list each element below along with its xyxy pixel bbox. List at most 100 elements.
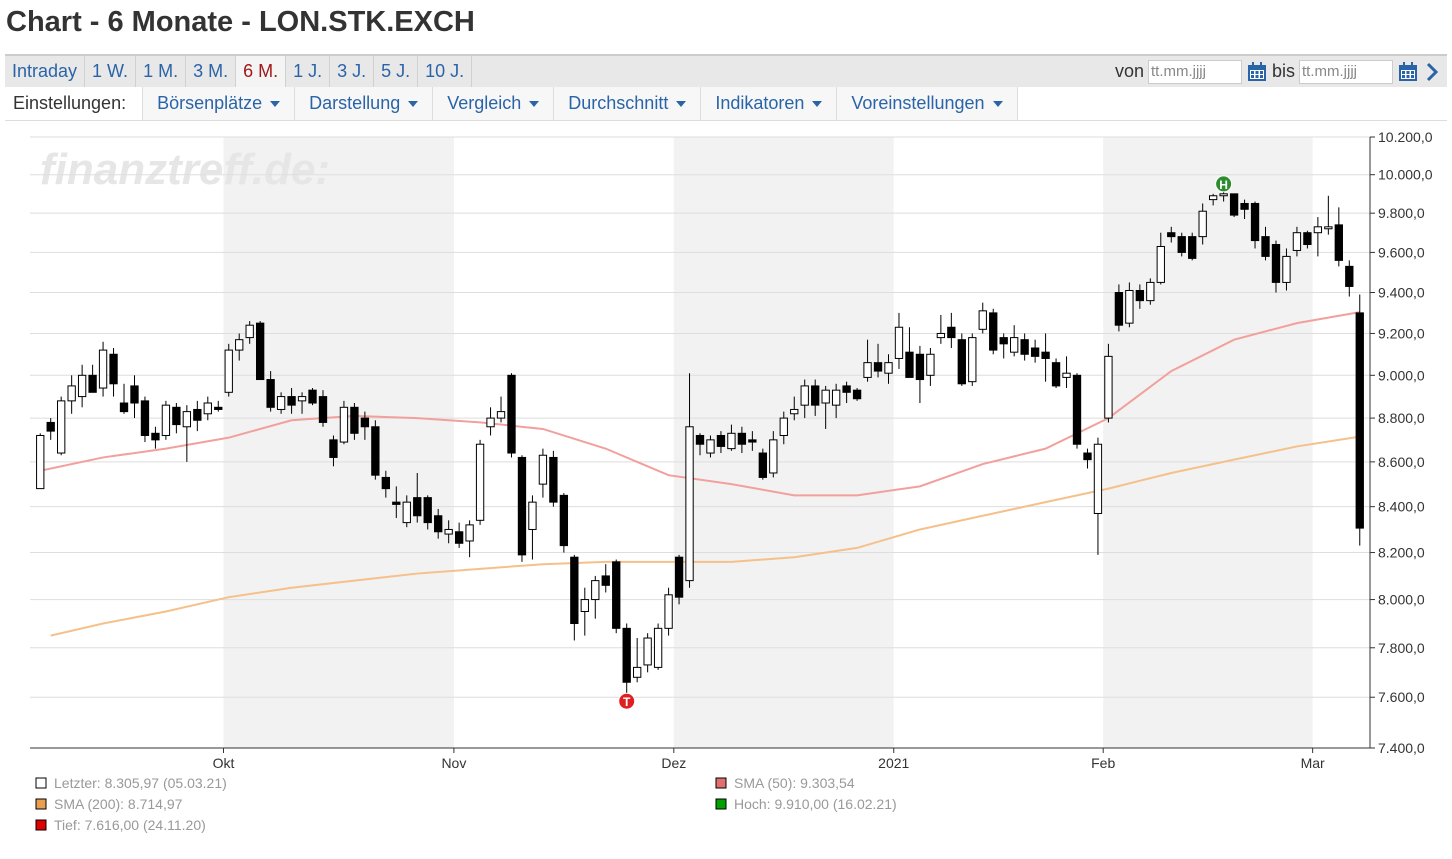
menu-dropdown[interactable]: Durchschnitt xyxy=(554,87,702,120)
candle-body xyxy=(224,349,233,393)
candle-body xyxy=(392,501,401,505)
candle-body xyxy=(434,515,443,533)
to-label: bis xyxy=(1271,61,1295,81)
candle-body xyxy=(1010,337,1019,353)
candle-body xyxy=(318,396,328,423)
candle-body xyxy=(1125,289,1134,324)
y-tick-label: 9.200,0 xyxy=(1378,325,1425,341)
candle-body xyxy=(989,312,998,351)
to-input[interactable]: tt.mm.jjjj xyxy=(1299,59,1393,84)
y-tick-label: 8.400,0 xyxy=(1378,499,1425,515)
x-tick-label: 2021 xyxy=(878,755,909,771)
candle-body xyxy=(46,421,55,432)
x-tick-label: Dez xyxy=(661,755,686,771)
candle-body xyxy=(737,432,747,445)
candle-body xyxy=(1051,362,1061,387)
period-button[interactable]: 3 M. xyxy=(186,56,237,87)
y-tick-label: 9.800,0 xyxy=(1378,205,1425,221)
candle-body xyxy=(465,524,474,542)
extreme-marker-label: H xyxy=(1219,178,1228,192)
calendar-icon[interactable] xyxy=(1397,61,1419,83)
from-label: von xyxy=(1114,61,1144,81)
candle-body xyxy=(119,402,129,413)
candle-body xyxy=(1167,232,1176,238)
next-arrow[interactable] xyxy=(1423,61,1441,83)
candle-body xyxy=(601,575,610,586)
menu-dropdown[interactable]: Börsenplätze xyxy=(143,87,296,120)
candle-body xyxy=(528,501,537,530)
candle-body xyxy=(831,389,841,406)
legend-label: Letzter: 8.305,97 (05.03.21) xyxy=(54,775,227,791)
candle-body xyxy=(800,385,809,406)
candle-body xyxy=(172,406,181,426)
period-button[interactable]: 10 J. xyxy=(418,56,473,87)
candle-body xyxy=(444,528,453,535)
y-tick-label: 9.400,0 xyxy=(1378,285,1425,301)
period-button[interactable]: 5 J. xyxy=(374,56,419,87)
candle-body xyxy=(297,396,307,402)
candle-body xyxy=(863,362,872,378)
period-button[interactable]: Intraday xyxy=(5,56,86,87)
candle-body xyxy=(622,627,631,683)
from-input[interactable]: tt.mm.jjjj xyxy=(1147,59,1242,84)
legend-swatch xyxy=(35,777,47,789)
menu-dropdown[interactable]: Voreinstellungen xyxy=(837,87,1018,120)
month-band xyxy=(1103,137,1313,748)
candle-body xyxy=(1093,443,1103,514)
y-tick-label: 8.600,0 xyxy=(1378,454,1425,470)
legend-swatch xyxy=(35,798,47,810)
candle-body xyxy=(360,417,370,428)
candle-body xyxy=(1282,255,1291,283)
menu-dropdown[interactable]: Vergleich xyxy=(433,87,555,120)
candle-body xyxy=(1177,236,1186,253)
menu-dropdown[interactable]: Indikatoren xyxy=(701,87,838,120)
candle-body xyxy=(936,332,946,339)
candle-body xyxy=(1198,210,1207,238)
candle-body xyxy=(1334,224,1343,261)
candle-body xyxy=(842,385,851,393)
y-tick-label: 10.200,0 xyxy=(1378,129,1433,145)
extreme-marker xyxy=(618,692,636,710)
candle-body xyxy=(1219,193,1228,197)
candle-body xyxy=(559,494,569,547)
candle-body xyxy=(350,406,359,434)
page-title: Chart - 6 Monate - LON.STK.EXCH xyxy=(6,6,475,38)
candle-body xyxy=(1229,193,1239,216)
date-range: von tt.mm.jjjj bis tt.mm.jjjj xyxy=(1115,56,1441,87)
legend-label: SMA (50): 9.303,54 xyxy=(734,775,855,791)
period-button[interactable]: 1 J. xyxy=(286,56,331,87)
y-tick-label: 8.200,0 xyxy=(1378,545,1425,561)
extreme-marker xyxy=(1215,175,1233,193)
candle-body xyxy=(664,594,673,629)
candle-body xyxy=(67,385,76,402)
candle-body xyxy=(947,326,956,339)
candle-body xyxy=(915,353,925,381)
candle-body xyxy=(151,432,160,441)
candle-body xyxy=(1208,195,1218,201)
period-button[interactable]: 1 W. xyxy=(85,56,137,87)
candle-body xyxy=(1072,374,1082,445)
sma-line xyxy=(40,311,1360,497)
candle-body xyxy=(811,385,820,406)
candle-body xyxy=(203,402,212,415)
candle-body xyxy=(905,351,914,378)
candle-body xyxy=(402,501,411,524)
candle-body xyxy=(852,389,862,400)
candle-body xyxy=(779,417,788,436)
period-button[interactable]: 3 J. xyxy=(330,56,375,87)
candle-body xyxy=(130,385,139,404)
calendar-icon[interactable] xyxy=(1246,61,1268,83)
candle-body xyxy=(727,432,736,450)
menu-dropdown[interactable]: Darstellung xyxy=(295,87,434,120)
candle-body xyxy=(570,556,579,625)
sma-line xyxy=(50,435,1360,637)
candle-body xyxy=(266,379,275,408)
candle-body xyxy=(538,454,548,485)
candle-body xyxy=(873,362,883,372)
period-button[interactable]: 6 M. xyxy=(236,56,287,87)
y-tick-label: 7.400,0 xyxy=(1378,740,1425,756)
candle-body xyxy=(245,324,254,339)
candle-body xyxy=(716,434,726,447)
period-button[interactable]: 1 M. xyxy=(136,56,187,87)
